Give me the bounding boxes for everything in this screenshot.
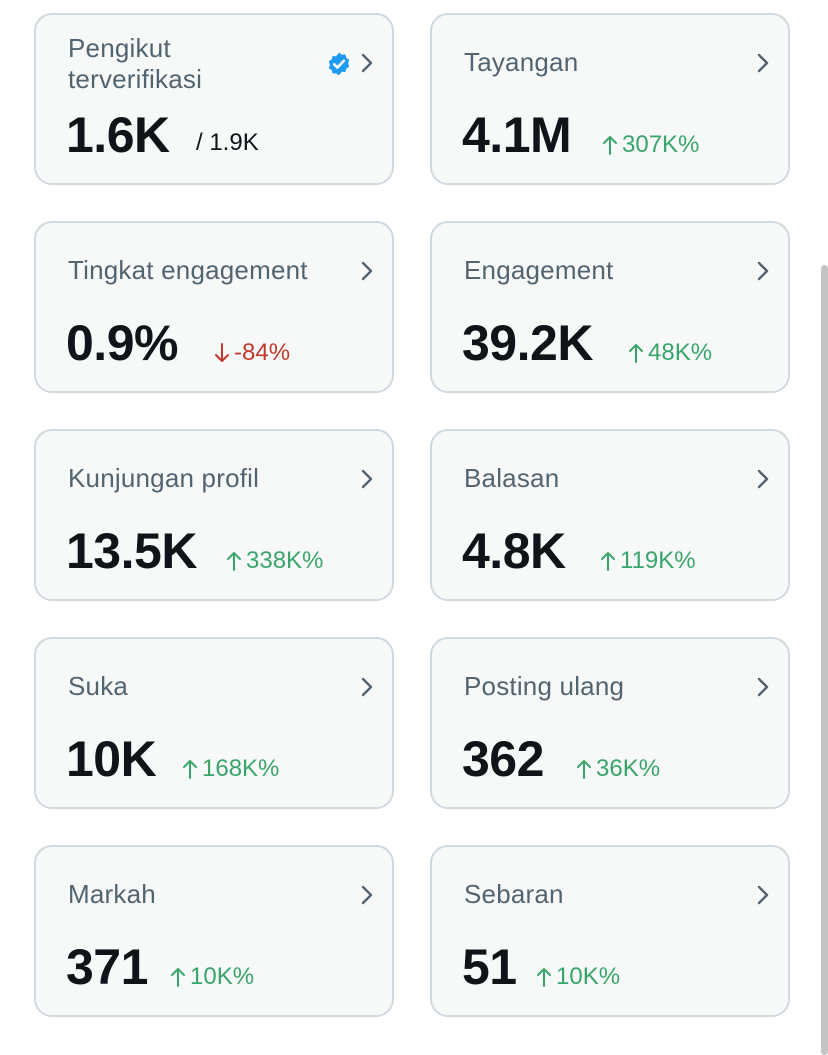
card-value: 1.6K xyxy=(66,107,170,163)
arrow-up-icon xyxy=(183,760,197,779)
card-label: Markah xyxy=(68,879,156,909)
card-replies[interactable]: Balasan 4.8K 119K% xyxy=(430,429,790,601)
card-label: Engagement xyxy=(464,255,614,285)
card-label: Sebaran xyxy=(464,879,564,909)
chevron-right-icon[interactable] xyxy=(356,675,378,699)
card-value: 10K xyxy=(66,731,157,787)
card-value: 0.9% xyxy=(66,315,178,371)
arrow-down-icon xyxy=(215,343,229,362)
chevron-right-icon[interactable] xyxy=(752,259,774,283)
card-change: -84% xyxy=(214,339,290,367)
card-change: 10K% xyxy=(170,963,254,991)
card-change-value: -84% xyxy=(234,339,291,366)
arrow-up-icon xyxy=(537,968,551,987)
arrow-up-icon xyxy=(577,760,591,779)
card-label: Tayangan xyxy=(464,47,579,77)
card-reposts[interactable]: Posting ulang 362 36K% xyxy=(430,637,790,809)
card-bookmarks[interactable]: Markah 371 10K% xyxy=(34,845,394,1017)
card-shares[interactable]: Sebaran 51 10K% xyxy=(430,845,790,1017)
card-change-value: 48K% xyxy=(648,339,713,366)
card-value: 4.1M xyxy=(462,107,572,163)
card-verified-followers[interactable]: Pengikut terverifikasi 1.6K / 1.9K xyxy=(34,13,394,185)
card-change-value: 10K% xyxy=(556,963,621,990)
card-change-value: 307K% xyxy=(622,131,700,158)
card-change: 338K% xyxy=(226,547,323,575)
card-total: / 1.9K xyxy=(196,129,259,156)
arrow-up-icon xyxy=(603,136,617,155)
scrollbar[interactable] xyxy=(821,265,828,1055)
chevron-right-icon[interactable] xyxy=(356,883,378,907)
chevron-right-icon[interactable] xyxy=(356,467,378,491)
card-change-value: 168K% xyxy=(202,755,280,782)
card-change-value: 10K% xyxy=(190,963,255,990)
card-profile-visits[interactable]: Kunjungan profil 13.5K 338K% xyxy=(34,429,394,601)
card-change: 168K% xyxy=(182,755,279,783)
card-change-value: 119K% xyxy=(620,547,696,574)
card-change-value: 338K% xyxy=(246,547,324,574)
card-label: Pengikut terverifikasi xyxy=(68,33,203,94)
card-engagement[interactable]: Engagement 39.2K 48K% xyxy=(430,221,790,393)
card-change: 36K% xyxy=(576,755,660,783)
card-change: 119K% xyxy=(600,547,696,575)
card-value: 371 xyxy=(66,939,148,995)
arrow-up-icon xyxy=(601,552,615,571)
chevron-right-icon[interactable] xyxy=(752,883,774,907)
card-likes[interactable]: Suka 10K 168K% xyxy=(34,637,394,809)
card-value: 51 xyxy=(462,939,517,995)
card-engagement-rate[interactable]: Tingkat engagement 0.9% -84% xyxy=(34,221,394,393)
card-label: Balasan xyxy=(464,463,560,493)
card-value: 362 xyxy=(462,731,544,787)
card-impressions[interactable]: Tayangan 4.1M 307K% xyxy=(430,13,790,185)
card-label: Tingkat engagement xyxy=(68,255,308,285)
chevron-right-icon[interactable] xyxy=(356,259,378,283)
card-value: 13.5K xyxy=(66,523,197,579)
card-change: 48K% xyxy=(628,339,712,367)
arrow-up-icon xyxy=(171,968,185,987)
card-value: 39.2K xyxy=(462,315,593,371)
chevron-right-icon[interactable] xyxy=(752,51,774,75)
arrow-up-icon xyxy=(227,552,241,571)
card-change: 307K% xyxy=(602,131,699,159)
arrow-up-icon xyxy=(629,344,643,363)
card-label: Posting ulang xyxy=(464,671,625,701)
card-change-value: 36K% xyxy=(596,755,661,782)
chevron-right-icon[interactable] xyxy=(752,675,774,699)
chevron-right-icon[interactable] xyxy=(356,51,378,75)
verified-badge-icon xyxy=(328,52,350,76)
card-label: Kunjungan profil xyxy=(68,463,260,493)
chevron-right-icon[interactable] xyxy=(752,467,774,491)
card-value: 4.8K xyxy=(462,523,566,579)
card-change: 10K% xyxy=(536,963,620,991)
card-label: Suka xyxy=(68,671,129,701)
